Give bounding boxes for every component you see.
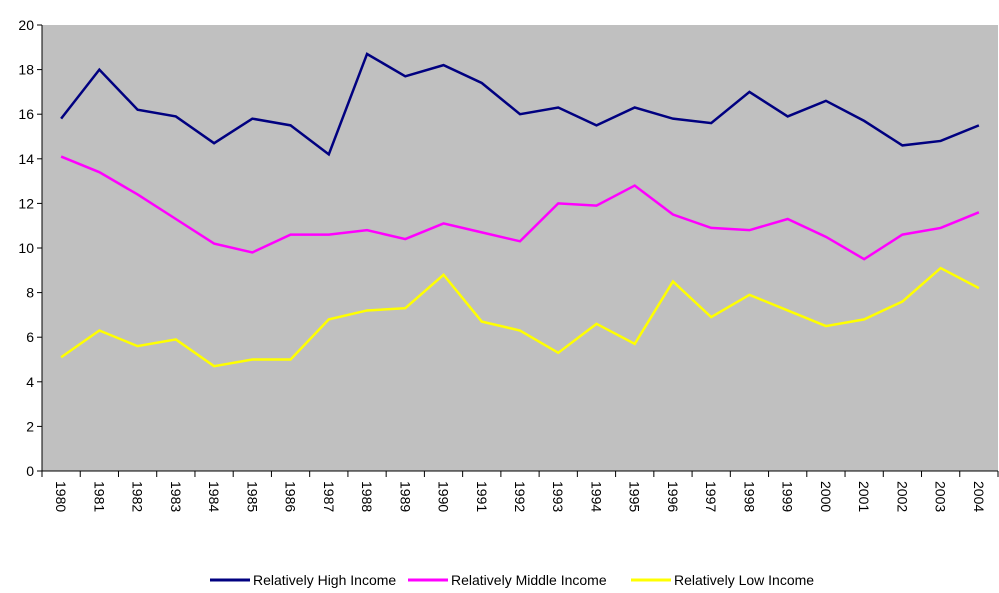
y-tick-label: 10	[18, 240, 34, 256]
x-tick-label: 1998	[741, 481, 757, 512]
x-tick-label: 1995	[627, 481, 643, 512]
plot-area	[42, 25, 998, 471]
x-tick-label: 1996	[665, 481, 681, 512]
x-tick-label: 2001	[856, 481, 872, 512]
x-tick-label: 1983	[168, 481, 184, 512]
y-tick-label: 8	[26, 285, 34, 301]
x-tick-label: 1997	[703, 481, 719, 512]
x-tick-label: 2002	[894, 481, 910, 512]
x-tick-label: 1982	[130, 481, 146, 512]
y-tick-label: 0	[26, 463, 34, 479]
y-tick-label: 20	[18, 17, 34, 33]
y-tick-label: 2	[26, 418, 34, 434]
y-tick-label: 6	[26, 329, 34, 345]
legend-label: Relatively High Income	[253, 572, 396, 588]
y-tick-label: 12	[18, 195, 34, 211]
y-tick-label: 4	[26, 374, 34, 390]
x-tick-label: 1993	[550, 481, 566, 512]
x-tick-label: 1984	[206, 481, 222, 512]
x-tick-label: 1988	[359, 481, 375, 512]
legend-label: Relatively Middle Income	[451, 572, 607, 588]
y-tick-label: 16	[18, 106, 34, 122]
y-tick-label: 14	[18, 151, 34, 167]
x-tick-label: 2003	[933, 481, 949, 512]
x-tick-label: 2004	[971, 481, 987, 512]
line-series	[60, 52, 980, 157]
line-series	[60, 155, 980, 261]
x-tick-label: 1981	[91, 481, 107, 512]
x-tick-label: 2000	[818, 481, 834, 512]
line-series	[60, 266, 980, 368]
x-tick-label: 1990	[436, 481, 452, 512]
x-tick-label: 1985	[244, 481, 260, 512]
x-tick-label: 1992	[512, 481, 528, 512]
x-tick-label: 1999	[780, 481, 796, 512]
x-tick-label: 1991	[474, 481, 490, 512]
x-tick-label: 1987	[321, 481, 337, 512]
x-tick-label: 1986	[283, 481, 299, 512]
legend-label: Relatively Low Income	[674, 572, 814, 588]
y-tick-label: 18	[18, 62, 34, 78]
x-tick-label: 1994	[588, 481, 604, 512]
x-tick-label: 1989	[397, 481, 413, 512]
x-tick-label: 1980	[53, 481, 69, 512]
